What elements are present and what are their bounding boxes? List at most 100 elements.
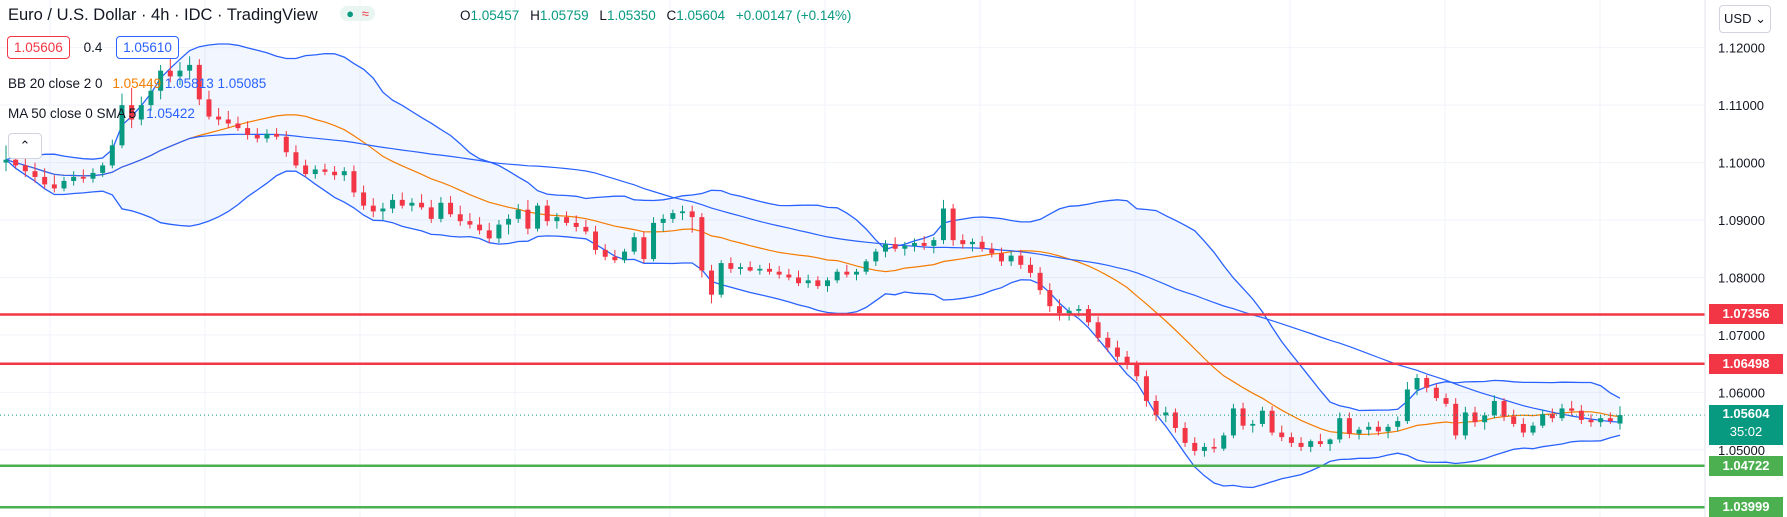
candle-body bbox=[1540, 414, 1546, 426]
ma-value: 1.05422 bbox=[146, 106, 195, 121]
collapse-legend-button[interactable]: ⌃ bbox=[8, 133, 42, 159]
candle bbox=[853, 268, 859, 281]
candle-body bbox=[1018, 255, 1024, 265]
price-tick-label: 1.07000 bbox=[1718, 328, 1765, 343]
candle-body bbox=[670, 213, 676, 219]
sell-price-button[interactable]: 1.05606 bbox=[7, 36, 70, 59]
candle bbox=[380, 202, 386, 221]
candle bbox=[989, 242, 995, 258]
candle-body bbox=[196, 64, 202, 100]
candle bbox=[593, 225, 599, 255]
candle-body bbox=[515, 209, 521, 219]
candle-body bbox=[506, 218, 512, 225]
candle-body bbox=[767, 268, 773, 272]
currency-label: USD bbox=[1724, 11, 1752, 26]
candle bbox=[892, 237, 898, 252]
candle-body bbox=[1375, 426, 1381, 432]
line-price-tag[interactable]: 1.03999 bbox=[1709, 497, 1783, 517]
candle-body bbox=[902, 245, 908, 249]
candle bbox=[776, 265, 782, 279]
candle-body bbox=[776, 271, 782, 275]
candle bbox=[80, 169, 86, 183]
candle-body bbox=[863, 261, 869, 272]
candle bbox=[622, 248, 628, 264]
candle-body bbox=[940, 208, 946, 241]
bb-indicator-legend[interactable]: BB 20 close 2 0 1.05449 1.05813 1.05085 bbox=[8, 76, 266, 91]
spread-value: 0.4 bbox=[83, 40, 103, 55]
wave-icon: ≈ bbox=[361, 6, 369, 21]
candle bbox=[322, 163, 328, 176]
candle-body bbox=[109, 145, 115, 166]
candle-body bbox=[1501, 400, 1507, 417]
candle bbox=[1433, 383, 1439, 401]
market-status-pill[interactable]: ● ≈ bbox=[340, 6, 375, 21]
candle bbox=[1279, 425, 1285, 442]
candle bbox=[428, 199, 434, 223]
candle-body bbox=[1095, 322, 1101, 338]
candle-body bbox=[641, 237, 647, 260]
candle-body bbox=[1047, 290, 1053, 307]
candle bbox=[51, 175, 57, 193]
candle-body bbox=[834, 271, 840, 281]
candle bbox=[409, 198, 415, 212]
candle bbox=[718, 260, 724, 298]
candle-body bbox=[815, 280, 821, 287]
current-price-tag[interactable]: 1.05604 35:02 bbox=[1709, 405, 1783, 446]
candle-body bbox=[42, 176, 48, 185]
candle-body bbox=[100, 165, 106, 173]
candle-body bbox=[235, 123, 241, 129]
horizontal-lines[interactable] bbox=[0, 313, 1705, 509]
candle-body bbox=[90, 172, 96, 179]
candle-body bbox=[1298, 442, 1304, 447]
candle bbox=[303, 159, 309, 177]
candle bbox=[1375, 421, 1381, 436]
candle bbox=[1288, 432, 1294, 447]
candle bbox=[1027, 257, 1033, 278]
candle-body bbox=[1578, 410, 1584, 420]
line-price-tag[interactable]: 1.06498 bbox=[1709, 353, 1783, 374]
candle-body bbox=[535, 205, 541, 229]
candle bbox=[138, 96, 144, 126]
price-axis[interactable]: 1.12000 1.11000 1.10000 1.09000 1.08000 1.070… bbox=[1704, 0, 1765, 517]
candle-body bbox=[1433, 387, 1439, 399]
candle bbox=[515, 203, 521, 223]
close-label: C bbox=[666, 8, 677, 23]
chart-title-row: Euro / U.S. Dollar · 4h · IDC · TradingV… bbox=[8, 6, 375, 25]
candle-body bbox=[950, 208, 956, 241]
candle-body bbox=[254, 134, 260, 139]
candle-body bbox=[419, 202, 425, 208]
candle bbox=[390, 194, 396, 214]
candle bbox=[42, 168, 48, 189]
candle-body bbox=[1201, 446, 1207, 451]
candle-body bbox=[1424, 377, 1430, 388]
line-price-tag[interactable]: 1.07356 bbox=[1709, 304, 1783, 325]
candle-body bbox=[1337, 418, 1343, 440]
candle-body bbox=[593, 231, 599, 250]
candle bbox=[689, 205, 695, 233]
candle-body bbox=[438, 202, 444, 219]
candle bbox=[873, 248, 879, 266]
price-tick-label: 1.12000 bbox=[1718, 41, 1765, 56]
buy-price-button[interactable]: 1.05610 bbox=[116, 36, 179, 59]
price-tick-label: 1.08000 bbox=[1718, 270, 1765, 285]
symbol-title[interactable]: Euro / U.S. Dollar · 4h · IDC · TradingV… bbox=[8, 6, 318, 24]
candle bbox=[196, 59, 202, 106]
candle-body bbox=[1559, 408, 1565, 419]
currency-selector[interactable]: USD ⌄ bbox=[1719, 5, 1771, 33]
candle bbox=[525, 199, 531, 235]
candle bbox=[641, 231, 647, 264]
line-price-tag[interactable]: 1.04722 bbox=[1709, 455, 1783, 476]
candle-body bbox=[390, 199, 396, 209]
ma-indicator-legend[interactable]: MA 50 close 0 SMA 5 1.05422 bbox=[8, 106, 195, 121]
candle bbox=[1211, 438, 1217, 453]
candle bbox=[148, 82, 154, 111]
candle bbox=[573, 215, 579, 232]
candle bbox=[602, 244, 608, 261]
candle-body bbox=[158, 70, 164, 91]
candle bbox=[1607, 412, 1613, 424]
candle bbox=[1617, 406, 1623, 430]
candle-body bbox=[1414, 377, 1420, 390]
candle-body bbox=[1172, 412, 1178, 428]
candle-body bbox=[660, 218, 666, 223]
